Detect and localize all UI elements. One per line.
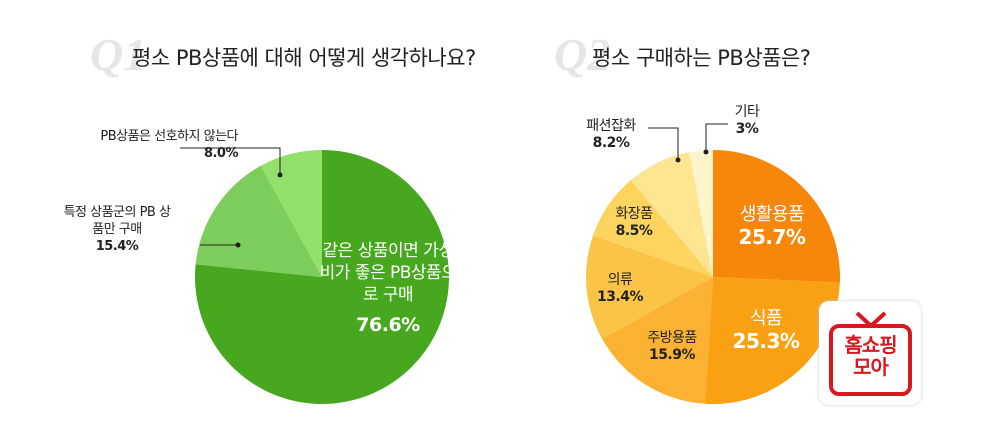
- leader-dot: [235, 242, 241, 248]
- leader-dot: [277, 172, 283, 178]
- q1-title: 평소 PB상품에 대해 어떻게 생각하나요?: [132, 46, 476, 70]
- logo-line1: 홈쇼핑: [844, 333, 897, 357]
- pie-slice: [260, 150, 322, 277]
- label-value-pb: 같은 상품이면 가성비가 좋은 PB상품으로 구매 76.6%: [319, 241, 457, 336]
- pie-slice: [713, 150, 840, 283]
- pie-slice: [592, 180, 713, 277]
- label-not-prefer: PB상품은 선호하지 않는다 8.0%: [100, 129, 238, 161]
- label-living: 생활용품 25.7%: [738, 204, 806, 249]
- logo-line2: 모아: [853, 355, 889, 379]
- q2-title: 평소 구매하는 PB상품은?: [592, 46, 811, 70]
- pie-slice: [602, 277, 713, 404]
- q2-number: Q2: [554, 29, 611, 80]
- pie-slice: [630, 152, 713, 277]
- label-food: 식품 25.3%: [732, 308, 800, 353]
- leader-line: [705, 123, 728, 152]
- pie-slice: [705, 277, 840, 404]
- pie-slice: [195, 150, 450, 404]
- label-etc: 기타 3%: [734, 104, 760, 137]
- leader-line: [180, 147, 281, 175]
- label-specific: 특정 상품군의 PB 상품만 구매 15.4%: [63, 205, 171, 254]
- pie-slice: [689, 150, 713, 277]
- label-clothing: 의류 13.4%: [596, 272, 644, 305]
- homeshopping-moa-logo: 홈쇼핑 모아: [819, 301, 921, 405]
- label-cosmetics: 화장품 8.5%: [615, 206, 653, 239]
- label-fashion: 패션잡화 8.2%: [586, 118, 636, 151]
- q1-number: Q1: [90, 29, 147, 80]
- leader-dot: [675, 157, 681, 163]
- pie-slice: [585, 235, 713, 339]
- leader-line: [648, 127, 679, 160]
- label-kitchen: 주방용품 15.9%: [647, 330, 697, 363]
- leader-dot: [703, 149, 709, 155]
- tv-icon: [829, 311, 912, 396]
- pie-slice: [195, 165, 322, 277]
